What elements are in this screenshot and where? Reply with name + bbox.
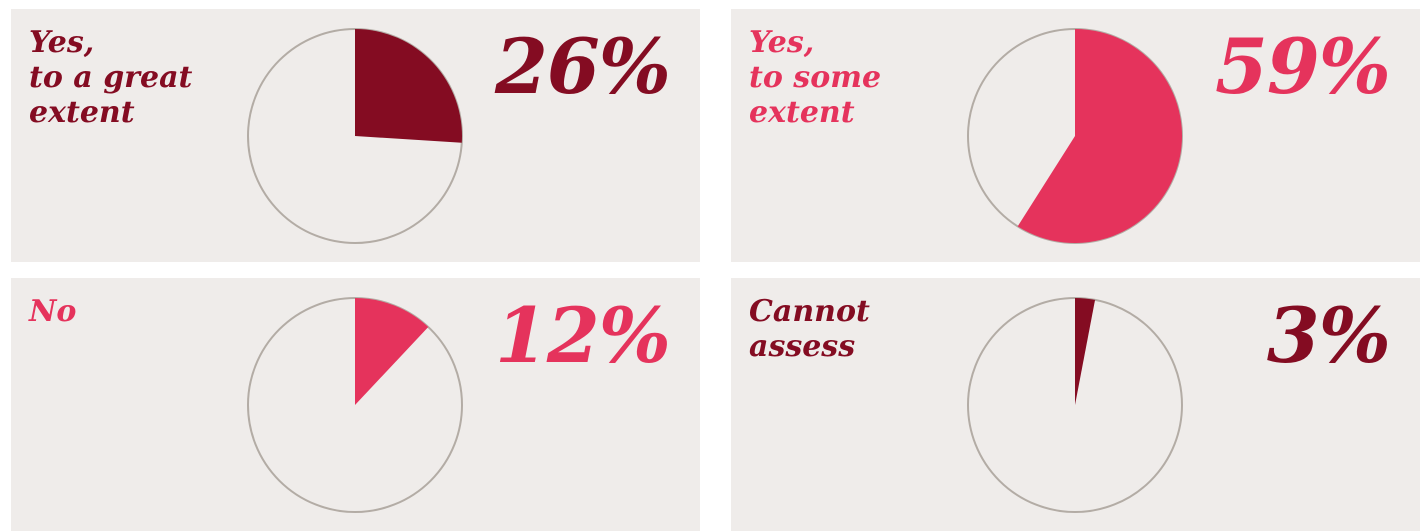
pie-slice (355, 29, 463, 143)
pie-chart (967, 297, 1183, 513)
panel-percentage: 26% (495, 22, 671, 111)
pie-slice (355, 298, 429, 405)
panel-label: Yes, to some extent (749, 25, 882, 130)
chart-panel-no: No 12% (11, 278, 700, 531)
panel-percentage: 3% (1266, 291, 1391, 380)
chart-panel-some-extent: Yes, to some extent 59% (731, 9, 1420, 262)
panel-percentage: 59% (1215, 22, 1391, 111)
pie-slice (1075, 298, 1096, 405)
chart-panel-cannot-assess: Cannot assess 3% (731, 278, 1420, 531)
pie-chart (247, 297, 463, 513)
pie-chart (247, 28, 463, 244)
panel-percentage: 12% (495, 291, 671, 380)
pie-chart (967, 28, 1183, 244)
pie-slice (1017, 29, 1183, 243)
panel-label: Yes, to a great extent (29, 25, 193, 130)
panel-label: No (29, 294, 77, 329)
chart-panel-great-extent: Yes, to a great extent 26% (11, 9, 700, 262)
panel-label: Cannot assess (749, 294, 870, 364)
